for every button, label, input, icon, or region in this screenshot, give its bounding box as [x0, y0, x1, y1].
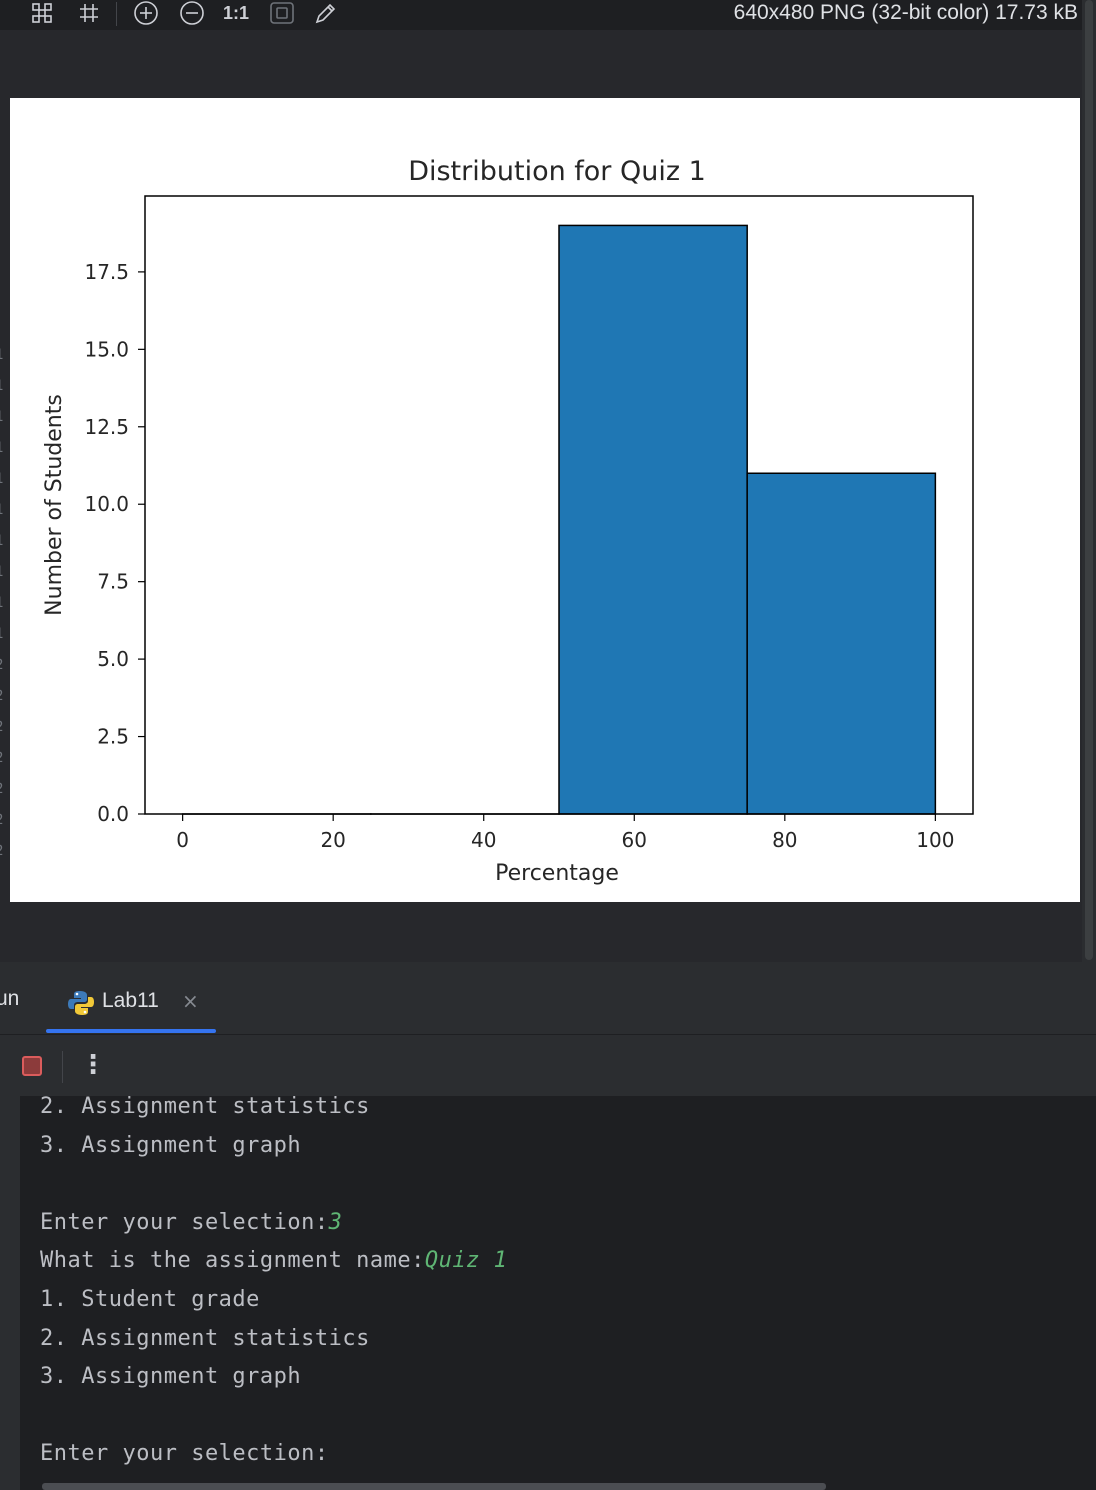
- chart-title: Distribution for Quiz 1: [408, 156, 706, 187]
- gutter-line-number: 2: [0, 650, 6, 681]
- console-output[interactable]: 2. Assignment statistics 3. Assignment gr…: [20, 1096, 1096, 1490]
- console-prompt: What is the assignment name:: [40, 1248, 425, 1274]
- y-tick-label: 5.0: [97, 647, 129, 671]
- vertical-scrollbar[interactable]: [1082, 0, 1096, 962]
- console-prompt: Enter your selection:: [40, 1441, 329, 1467]
- x-axis-label: Percentage: [495, 861, 619, 886]
- console-prompt: Enter your selection:: [40, 1209, 329, 1235]
- console-prompt: 2. Assignment statistics: [40, 1325, 370, 1351]
- console-line: 2. Assignment statistics: [40, 1096, 370, 1122]
- horizontal-scrollbar[interactable]: [42, 1483, 826, 1490]
- x-tick-label: 20: [320, 828, 345, 852]
- fit-icon[interactable]: [268, 0, 296, 26]
- x-tick-label: 80: [772, 828, 797, 852]
- x-tick-label: 40: [471, 828, 496, 852]
- y-tick-label: 17.5: [84, 260, 129, 284]
- gutter-line-number: 1: [0, 464, 6, 495]
- chart-svg: 0 20 40 60 80 100 0.0 2.5 5.0 7.5 10.0 12.5 15.0 17.…: [42, 156, 974, 886]
- more-options-icon[interactable]: ⋮: [80, 1050, 106, 1080]
- toolbar-separator: [62, 1051, 63, 1083]
- gutter-line-number: 1: [0, 340, 6, 371]
- image-viewer-toolbar: 1:1 640x480 PNG (32-bit color) 17.73 kB: [0, 0, 1096, 30]
- console-prompt: 1. Student grade: [40, 1287, 260, 1312]
- console-prompt: 3. Assignment graph: [40, 1364, 302, 1390]
- console-user-input: Quiz 1: [424, 1248, 508, 1274]
- gutter-line-number: 1: [0, 588, 6, 619]
- active-tab-indicator: [46, 1029, 216, 1033]
- editor-gutter-fragment: 11111111112222222: [0, 340, 6, 960]
- gutter-line-number: 2: [0, 774, 6, 805]
- gutter-line-number: 1: [0, 526, 6, 557]
- scrollbar-thumb[interactable]: [1085, 0, 1093, 960]
- grid-icon[interactable]: [28, 0, 56, 26]
- console-line: Enter your selection:3: [40, 1208, 342, 1238]
- gutter-line-number: 1: [0, 433, 6, 464]
- console-line: 3. Assignment graph: [40, 1131, 301, 1161]
- console-line: What is the assignment name:Quiz 1: [40, 1246, 507, 1276]
- tab-lab11[interactable]: Lab11 ×: [46, 976, 216, 1034]
- eyedropper-icon[interactable]: [312, 0, 340, 26]
- gutter-line-number: 2: [0, 836, 6, 867]
- gutter-line-number: 1: [0, 371, 6, 402]
- gutter-line-number: 1: [0, 557, 6, 588]
- zoom-in-icon[interactable]: [132, 0, 160, 26]
- histogram-bar: [558, 224, 748, 815]
- gutter-line-number: 2: [0, 743, 6, 774]
- y-tick-label: 0.0: [97, 802, 129, 826]
- zoom-out-icon[interactable]: [178, 0, 206, 26]
- gutter-line-number: 2: [0, 712, 6, 743]
- console-line: 2. Assignment statistics: [40, 1324, 370, 1354]
- y-tick-label: 10.0: [84, 492, 129, 516]
- console-user-input: 3: [328, 1209, 343, 1235]
- console-prompt: 2. Assignment statistics: [40, 1096, 370, 1119]
- console-line: Enter your selection:: [40, 1439, 329, 1469]
- tab-label: Lab11: [102, 989, 159, 1012]
- y-tick-label: 7.5: [97, 570, 129, 594]
- console-left-strip: [0, 1096, 20, 1490]
- stop-icon[interactable]: [22, 1056, 42, 1076]
- histogram-bar: [746, 472, 937, 815]
- console-line: 1. Student grade: [40, 1285, 260, 1315]
- x-tick-label: 0: [176, 828, 189, 852]
- close-icon[interactable]: ×: [182, 989, 199, 1013]
- gutter-line-number: 1: [0, 495, 6, 526]
- gutter-line-number: 1: [0, 619, 6, 650]
- actual-size-button[interactable]: 1:1: [222, 2, 249, 23]
- gutter-line-number: 1: [0, 402, 6, 433]
- console-line: 3. Assignment graph: [40, 1362, 301, 1392]
- image-info-label: 640x480 PNG (32-bit color) 17.73 kB: [733, 1, 1078, 24]
- run-toolbar: [0, 1036, 1096, 1094]
- y-tick-label: 2.5: [97, 725, 129, 749]
- plot-figure: 0 20 40 60 80 100 0.0 2.5 5.0 7.5 10.0 12.5 15.0 17.…: [10, 98, 1080, 902]
- y-tick-label: 15.0: [84, 337, 129, 361]
- toolbar-separator: [116, 2, 117, 26]
- hash-grid-icon[interactable]: [76, 0, 102, 26]
- run-header: un Lab11 ×: [0, 962, 1096, 1035]
- x-tick-label: 100: [916, 828, 954, 852]
- run-tool-window: un Lab11 × ⋮ 2. Assignment statistics 3. …: [0, 962, 1096, 1490]
- x-tick-label: 60: [622, 828, 647, 852]
- python-icon: [68, 991, 94, 1015]
- y-axis-label: Number of Students: [42, 394, 67, 616]
- gutter-line-number: 2: [0, 681, 6, 712]
- run-tool-window-label: un: [0, 987, 20, 1010]
- gutter-line-number: 2: [0, 805, 6, 836]
- histogram-chart: 0 20 40 60 80 100 0.0 2.5 5.0 7.5 10.0 12.5 15.0 17.…: [10, 98, 1080, 906]
- console-prompt: 3. Assignment graph: [40, 1132, 302, 1158]
- axes-frame: [144, 195, 974, 815]
- y-tick-label: 12.5: [84, 415, 129, 439]
